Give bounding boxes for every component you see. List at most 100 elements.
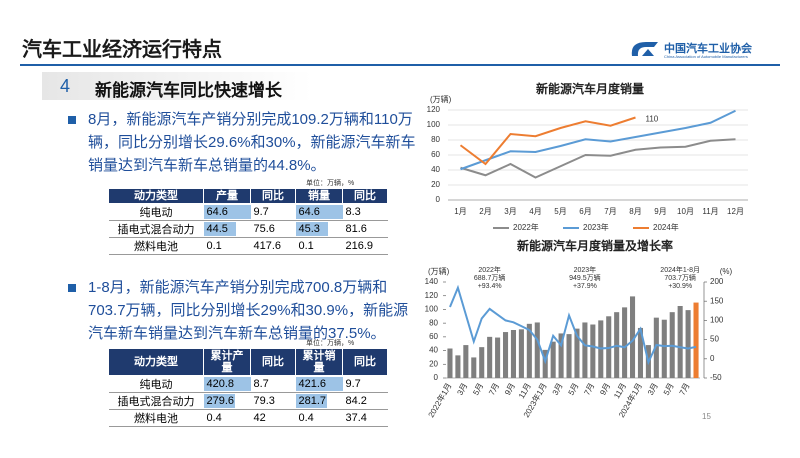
x-tick-label: 12月 (727, 207, 744, 216)
table-cell: 64.6 (203, 203, 251, 221)
y-tick-label: 60 (429, 332, 438, 341)
table-cell: 79.3 (250, 392, 296, 410)
logo-english: China Association of Automobile Manufact… (664, 54, 748, 59)
table-wrap: 动力类型 产量 同比 销量 同比 纯电动 64.6 9.7 64.6 8.3 插电式混合动力 44.5… (108, 188, 388, 255)
x-tick-label: 9月 (598, 382, 612, 397)
x-tick-label: 2月 (479, 207, 491, 216)
table-row: 纯电动 420.8 8.7 421.6 9.7 (108, 375, 388, 393)
x-tick-label: 10月 (677, 207, 694, 216)
header-cell: 累计产量 (203, 348, 251, 376)
table-cell: 纯电动 (108, 375, 204, 393)
y-axis-label: (万辆) (430, 94, 452, 104)
cell-bar (203, 394, 235, 408)
table-cell: 8.7 (250, 375, 296, 393)
header-cell: 累计销量 (295, 348, 343, 376)
cell-text: 纯电动 (139, 379, 173, 391)
bar (471, 357, 477, 378)
cell-text: 84.2 (345, 395, 367, 407)
cell-text: 44.5 (206, 223, 228, 235)
bar (558, 333, 564, 378)
legend-label: 2022年 (513, 222, 539, 232)
cell-text: 8.7 (253, 378, 269, 390)
x-tick-label: 7月 (582, 382, 596, 397)
cell-text: 81.6 (345, 223, 367, 235)
x-tick-label: 4月 (529, 207, 541, 216)
annotation: +93.4% (478, 283, 502, 290)
bar (582, 322, 588, 378)
x-tick-label: 1月 (454, 207, 466, 216)
series-line (449, 284, 697, 366)
table-cell: 81.6 (342, 220, 388, 238)
cell-text: 8.3 (345, 206, 361, 218)
cell-text: 216.9 (345, 240, 374, 252)
y2-tick-label: -50 (710, 373, 722, 382)
y2-tick-label: 0 (710, 354, 715, 363)
annotation: +37.9% (573, 283, 597, 290)
table-cell: 0.1 (203, 237, 251, 255)
x-tick-label: 11月 (517, 382, 533, 401)
cell-text: 插电式混合动力 (117, 396, 195, 408)
bar (455, 355, 461, 378)
table-cell: 9.7 (250, 203, 296, 221)
data-table: 动力类型 累计产量 同比 累计销量 同比 纯电动 420.8 8.7 421.6 9.7 插电式混合… (108, 348, 388, 427)
table-row: 插电式混合动力 279.6 79.3 281.7 84.2 (108, 392, 388, 410)
x-tick-label: 5月 (662, 382, 676, 397)
x-tick-label: 9月 (503, 382, 517, 397)
header-row: 动力类型 产量 同比 销量 同比 (108, 188, 388, 204)
bar (518, 329, 524, 378)
data-table: 动力类型 产量 同比 销量 同比 纯电动 64.6 9.7 64.6 8.3 插电式混合动力 44.5… (108, 188, 388, 255)
cell-text: 421.6 (298, 378, 327, 390)
table-cell: 42 (250, 409, 296, 427)
bar (685, 310, 691, 378)
cell-text: 0.1 (206, 240, 222, 252)
bullet-text: 8月，新能源汽车产销分别完成109.2万辆和110万辆，同比分别增长29.6%和… (88, 111, 416, 174)
page-number: 15 (702, 412, 711, 421)
bar (463, 345, 469, 378)
logo-text: 中国汽车工业协会 (664, 43, 752, 55)
cell-text: 79.3 (253, 395, 275, 407)
cell-text: 燃料电池 (134, 241, 178, 253)
x-tick-label: 9月 (654, 207, 666, 216)
table-cell: 0.4 (295, 409, 343, 427)
bar (590, 324, 596, 378)
table-cell: 燃料电池 (108, 237, 204, 255)
header-cell: 销量 (295, 188, 343, 204)
x-tick-label: 5月 (471, 382, 485, 397)
cell-text: 0.1 (298, 240, 314, 252)
table-cell: 421.6 (295, 375, 343, 393)
chart-title: 新能源汽车月度销量及增长率 (517, 238, 673, 253)
x-tick-label: 7月 (678, 382, 692, 397)
bar (661, 319, 667, 378)
table-cell: 84.2 (342, 392, 388, 410)
x-tick-label: 5月 (554, 207, 566, 216)
cell-text: 插电式混合动力 (117, 224, 195, 236)
table-cell: 45.3 (295, 220, 343, 238)
table-cell: 64.6 (295, 203, 343, 221)
data-label: 110 (646, 115, 659, 124)
table-unit: 单位：万辆，% (306, 340, 355, 347)
y-tick-label: 100 (425, 305, 439, 314)
annotation: 2023年 (574, 265, 597, 274)
x-tick-label: 3月 (455, 382, 469, 397)
y2-tick-label: 100 (710, 316, 724, 325)
x-tick-label: 3月 (646, 382, 660, 397)
y-tick-label: 120 (427, 105, 441, 114)
cell-text: 420.8 (206, 378, 235, 390)
x-tick-label: 11月 (612, 382, 628, 401)
cell-bar (295, 394, 327, 408)
y2-tick-label: 50 (710, 335, 719, 344)
y-tick-label: 0 (434, 373, 439, 382)
cell-text: 64.6 (206, 206, 228, 218)
series-line (460, 109, 736, 171)
y-tick-label: 0 (436, 195, 441, 204)
table-cell: 0.1 (295, 237, 343, 255)
bar (479, 347, 485, 378)
cell-text: 279.6 (206, 395, 235, 407)
table-cell: 216.9 (342, 237, 388, 255)
y-tick-label: 140 (425, 277, 439, 286)
y-tick-label: 20 (431, 180, 440, 189)
section-number: 4 (60, 76, 71, 96)
cell-text: 燃料电池 (134, 413, 178, 425)
cell-bar (295, 377, 343, 391)
